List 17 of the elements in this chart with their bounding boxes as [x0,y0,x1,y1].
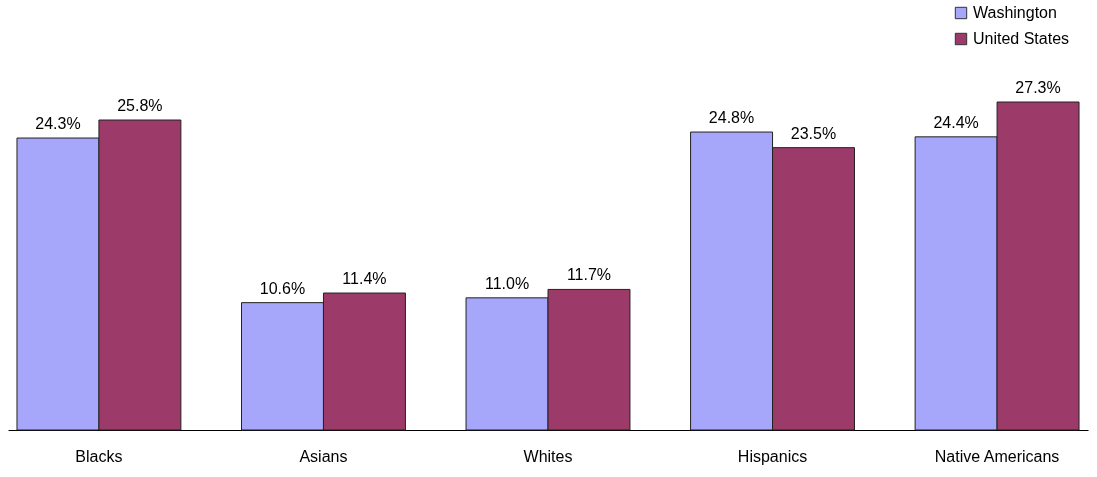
data-label: 24.4% [933,113,979,131]
data-label: 24.3% [35,115,81,133]
data-label: 23.5% [790,124,837,142]
legend-label: Washington [973,4,1057,21]
x-tick-label: Whites [523,447,573,465]
data-label: 10.6% [259,279,306,297]
data-label: 11.0% [484,274,530,292]
x-tick-label: Hispanics [737,447,808,465]
data-label: 24.8% [708,109,755,127]
data-label: 25.8% [117,97,163,115]
data-label: 27.3% [1015,79,1061,96]
data-label: 11.7% [566,266,612,284]
x-tick-label: Native Americans [934,447,1060,465]
x-tick-label: Asians [299,447,348,465]
legend-label: United States [973,30,1070,47]
data-label: 11.4% [342,270,387,288]
x-tick-label: Blacks [75,447,123,465]
